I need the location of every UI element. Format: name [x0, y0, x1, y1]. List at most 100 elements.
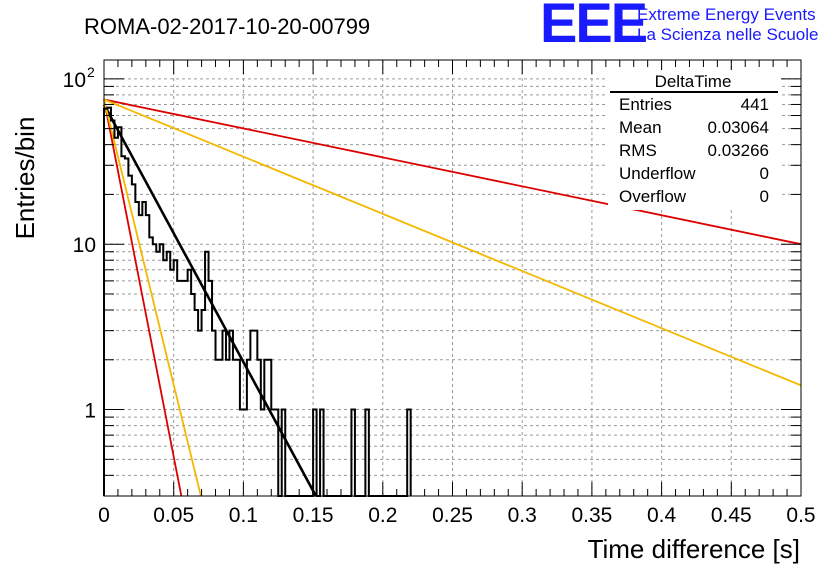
x-tick-label: 0.15: [293, 504, 334, 527]
stats-label-overflow: Overflow: [619, 187, 687, 206]
x-tick-label: 0: [98, 504, 110, 527]
histogram-bin: [142, 202, 145, 496]
histogram-bin: [219, 360, 222, 496]
grid-lines: [104, 60, 801, 497]
histogram-bin: [163, 260, 166, 496]
histogram-bin: [271, 410, 274, 496]
y-axis-title: Entries/bin: [10, 117, 40, 240]
histogram-bin: [170, 270, 173, 496]
histogram-bin: [174, 260, 177, 496]
x-tick-label: 0.4: [647, 504, 677, 527]
histogram-bin: [107, 108, 110, 496]
logo-line-2: La Scienza nelle Scuole: [637, 25, 818, 44]
histogram-bin: [351, 410, 354, 496]
histogram-bin: [146, 215, 149, 496]
x-tick-label: 0.35: [571, 504, 612, 527]
histogram-bin: [184, 281, 187, 496]
histogram-bin: [104, 109, 107, 496]
x-tick-label: 0.2: [368, 504, 397, 527]
y-tick-label: 1: [84, 400, 96, 423]
histogram-bin: [188, 270, 191, 496]
x-axis-title: Time difference [s]: [588, 534, 800, 564]
histogram-bin: [407, 410, 410, 496]
histogram-bin: [132, 184, 135, 496]
x-tick-label: 0.05: [153, 504, 194, 527]
histogram-bin: [229, 331, 232, 496]
histogram-bin: [264, 360, 267, 496]
histogram-bin: [261, 410, 264, 496]
histogram-bin: [212, 331, 215, 496]
histogram-bin: [226, 360, 229, 496]
stats-value-rms: 0.03266: [708, 141, 769, 160]
x-tick-label: 0.25: [432, 504, 473, 527]
stats-label-rms: RMS: [619, 141, 657, 160]
run-title: ROMA-02-2017-10-20-00799: [84, 14, 370, 39]
histogram-bin: [205, 252, 208, 496]
x-tick-label: 0.45: [711, 504, 752, 527]
histogram-bin: [195, 310, 198, 496]
histogram-bin: [243, 410, 246, 496]
histogram-bin: [149, 237, 152, 496]
stats-value-overflow: 0: [760, 187, 769, 206]
histogram-bin: [282, 410, 285, 496]
stats-value-mean: 0.03064: [708, 118, 769, 137]
histogram-bin: [247, 360, 250, 496]
y-tick-label: 10: [63, 69, 86, 92]
fit-line-0: [102, 103, 318, 497]
histogram-bin: [222, 331, 225, 496]
histogram-bin: [257, 360, 260, 496]
stats-label-underflow: Underflow: [619, 164, 696, 183]
x-tick-label: 0.5: [786, 504, 815, 527]
histogram-bin: [153, 244, 156, 496]
histogram-bin: [233, 360, 236, 496]
histogram-bin: [181, 281, 184, 496]
histogram-bin: [313, 410, 316, 496]
fit-line-1: [103, 98, 802, 246]
histogram-bin: [240, 410, 243, 496]
histogram-bin: [111, 120, 114, 496]
histogram-bin: [275, 410, 278, 496]
x-tick-label: 0.1: [229, 504, 258, 527]
histogram-bin: [167, 252, 170, 496]
y-tick-label: 10: [73, 234, 96, 257]
histogram-bin: [125, 158, 128, 496]
histogram-bin: [114, 138, 117, 496]
logo-letters: EEE: [540, 0, 647, 54]
stats-box: DeltaTime Entries 441 Mean 0.03064 RMS 0…: [608, 70, 780, 210]
stats-label-mean: Mean: [619, 118, 662, 137]
eee-logo: EEE Extreme Energy Events La Scienza nel…: [540, 0, 818, 54]
stats-value-entries: 441: [741, 95, 769, 114]
fit-line-2: [103, 98, 802, 387]
x-tick-label: 0.3: [508, 504, 537, 527]
logo-line-1: Extreme Energy Events: [637, 5, 816, 24]
fit-line-3: [103, 99, 183, 497]
histogram-bin: [128, 176, 131, 496]
y-tick-exponent: 2: [87, 64, 95, 80]
histogram-bin: [121, 156, 124, 496]
stats-label-entries: Entries: [619, 95, 672, 114]
histogram-bin: [250, 331, 253, 496]
histogram-bin: [198, 331, 201, 496]
fit-line-4: [103, 99, 202, 497]
histogram-bin: [236, 360, 239, 496]
axis-ticks: [103, 60, 802, 497]
histogram-bin: [118, 127, 121, 496]
stats-value-underflow: 0: [760, 164, 769, 183]
histogram-bin: [160, 244, 163, 496]
histogram-bin: [177, 281, 180, 496]
histogram-bin: [156, 252, 159, 496]
histogram-bin: [254, 331, 257, 496]
histogram-bin: [202, 310, 205, 496]
histogram-bin: [209, 281, 212, 496]
histogram-bin: [268, 360, 271, 496]
histogram-bin: [320, 410, 323, 496]
histogram: [103, 106, 412, 497]
x-tick-labels: 0 0.05 0.1 0.15 0.2 0.25 0.3 0.35 0.4 0.45 0.5: [98, 504, 815, 527]
stats-title: DeltaTime: [655, 72, 732, 91]
histogram-bin: [135, 202, 138, 496]
histogram-bin: [139, 215, 142, 496]
histogram-bin: [191, 294, 194, 496]
fit-lines: [102, 98, 802, 497]
